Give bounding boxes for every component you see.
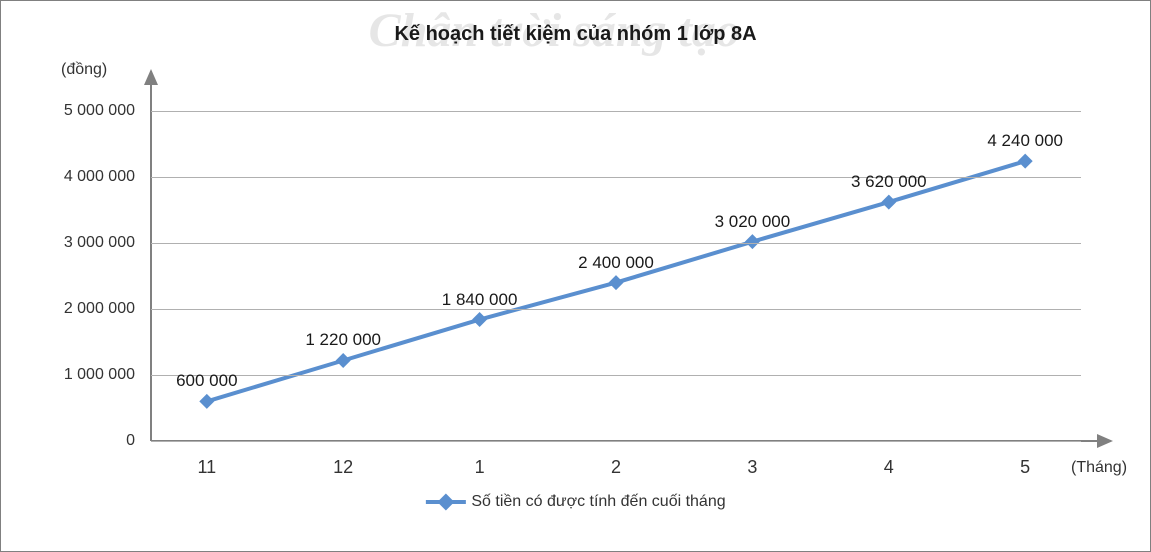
data-marker	[745, 234, 760, 249]
y-tick-label: 0	[126, 432, 135, 450]
plot-area	[151, 111, 1081, 441]
data-label: 1 840 000	[442, 290, 518, 310]
data-marker	[199, 394, 214, 409]
data-marker	[336, 353, 351, 368]
legend-marker	[437, 494, 454, 511]
legend-label: Số tiền có được tính đến cuối tháng	[471, 493, 725, 511]
gridline	[151, 375, 1081, 376]
x-tick-label: 2	[611, 457, 621, 478]
gridline	[151, 111, 1081, 112]
gridline	[151, 243, 1081, 244]
gridline	[151, 441, 1081, 442]
x-tick-label: 1	[475, 457, 485, 478]
legend: Số tiền có được tính đến cuối tháng	[425, 493, 725, 511]
gridline	[151, 309, 1081, 310]
x-tick-label: 4	[884, 457, 894, 478]
y-axis-label: (đồng)	[61, 61, 107, 79]
data-marker	[609, 275, 624, 290]
data-label: 1 220 000	[305, 330, 381, 350]
data-label: 4 240 000	[987, 131, 1063, 151]
data-marker	[881, 195, 896, 210]
y-tick-label: 4 000 000	[64, 168, 135, 186]
chart-title: Kế hoạch tiết kiệm của nhóm 1 lớp 8A	[394, 23, 756, 46]
line-series-svg	[151, 111, 1081, 441]
gridline	[151, 177, 1081, 178]
x-tick-label: 5	[1020, 457, 1030, 478]
x-tick-label: 3	[747, 457, 757, 478]
legend-line-sample	[425, 500, 465, 504]
x-tick-label: 11	[197, 457, 216, 478]
data-marker	[472, 312, 487, 327]
data-label: 3 620 000	[851, 172, 927, 192]
data-label: 3 020 000	[715, 212, 791, 232]
y-tick-label: 5 000 000	[64, 102, 135, 120]
x-tick-label: 12	[333, 457, 353, 478]
data-marker	[1018, 154, 1033, 169]
data-label: 600 000	[176, 371, 237, 391]
x-axis-label: (Tháng)	[1071, 459, 1127, 477]
y-tick-label: 3 000 000	[64, 234, 135, 252]
y-tick-label: 2 000 000	[64, 300, 135, 318]
data-label: 2 400 000	[578, 253, 654, 273]
y-tick-label: 1 000 000	[64, 366, 135, 384]
chart-container: Chân trời sáng tạo Kế hoạch tiết kiệm củ…	[0, 0, 1151, 552]
